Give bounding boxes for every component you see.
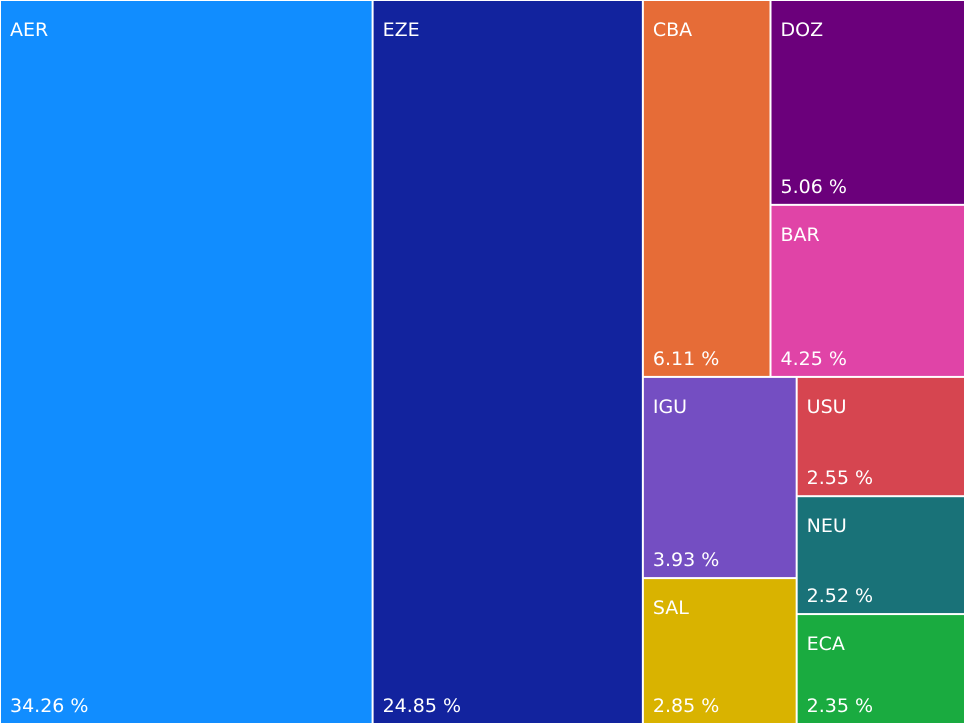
tile-value: 5.06 % xyxy=(781,176,847,198)
tile-value: 2.55 % xyxy=(807,467,873,489)
tile xyxy=(771,205,964,376)
tile xyxy=(797,377,964,496)
tile-label: IGU xyxy=(653,396,687,418)
tile-label: CBA xyxy=(653,19,692,41)
tile-label: BAR xyxy=(781,224,820,246)
tile-label: NEU xyxy=(807,515,847,537)
tile xyxy=(643,1,770,376)
tile-value: 2.85 % xyxy=(653,695,719,717)
tile-value: 6.11 % xyxy=(653,348,719,370)
tile-label: ECA xyxy=(807,633,845,655)
tile-value: 34.26 % xyxy=(10,695,89,717)
tile xyxy=(1,1,372,723)
tile xyxy=(771,1,964,204)
tile-label: AER xyxy=(10,19,48,41)
tile-label: DOZ xyxy=(781,19,824,41)
tile xyxy=(643,377,796,578)
tile-value: 24.85 % xyxy=(383,695,462,717)
tile-label: EZE xyxy=(383,19,420,41)
tile xyxy=(373,1,642,723)
tile xyxy=(643,579,796,723)
tile-value: 3.93 % xyxy=(653,549,719,571)
tile-label: USU xyxy=(807,396,847,418)
tile xyxy=(797,615,964,723)
tile-value: 2.35 % xyxy=(807,695,873,717)
tile-value: 4.25 % xyxy=(781,348,847,370)
tile-value: 2.52 % xyxy=(807,585,873,607)
tile xyxy=(797,497,964,614)
tile-label: SAL xyxy=(653,597,689,619)
